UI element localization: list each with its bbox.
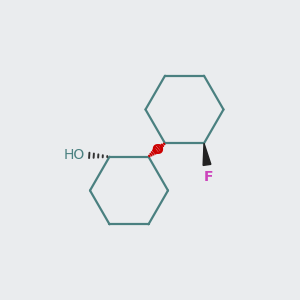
Text: HO: HO xyxy=(63,148,85,162)
Text: O: O xyxy=(151,143,163,157)
Polygon shape xyxy=(203,143,211,165)
Text: F: F xyxy=(204,170,213,184)
